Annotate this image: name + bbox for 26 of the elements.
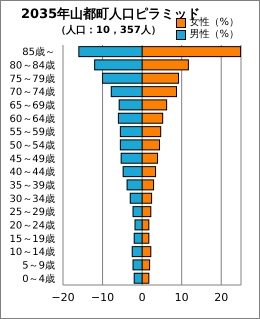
y-tick-label: 50～54歳 (10, 140, 55, 152)
x-tick-label: 20 (214, 290, 228, 304)
y-tick-label: 45～49歳 (10, 152, 55, 165)
y-tick-label: 20～24歳 (10, 220, 55, 232)
x-tick-label: 10 (174, 290, 189, 304)
y-tick-label: 30～34歳 (10, 192, 55, 205)
chart-subtitle: （人口：10，357人） (56, 24, 161, 37)
y-tick-label: 55～59歳 (10, 126, 55, 138)
y-tick-label: 80～84歳 (10, 60, 55, 72)
y-tick-label: 85歳～ (22, 46, 55, 58)
y-tick-label: 35～39歳 (10, 180, 55, 192)
y-tick-label: 15～19歳 (10, 232, 55, 245)
legend-label: 男性（%） (189, 29, 239, 41)
y-tick-label: 70～74歳 (10, 86, 55, 98)
x-tick-label: −20 (51, 290, 75, 304)
y-tick-label: 25～29歳 (10, 206, 55, 218)
y-tick-label: 75～79歳 (10, 72, 55, 85)
y-tick-label: 0～4歳 (22, 272, 55, 285)
x-tick-label: −10 (90, 290, 114, 304)
y-tick-label: 65～69歳 (10, 100, 55, 112)
y-tick-label: 60～64歳 (10, 112, 55, 125)
x-tick-label: 0 (138, 290, 146, 304)
y-tick-label: 10～14歳 (10, 246, 55, 258)
y-tick-label: 5～9歳 (22, 260, 55, 272)
legend-label: 女性（%） (189, 17, 239, 28)
y-tick-label: 40～44歳 (10, 166, 55, 178)
